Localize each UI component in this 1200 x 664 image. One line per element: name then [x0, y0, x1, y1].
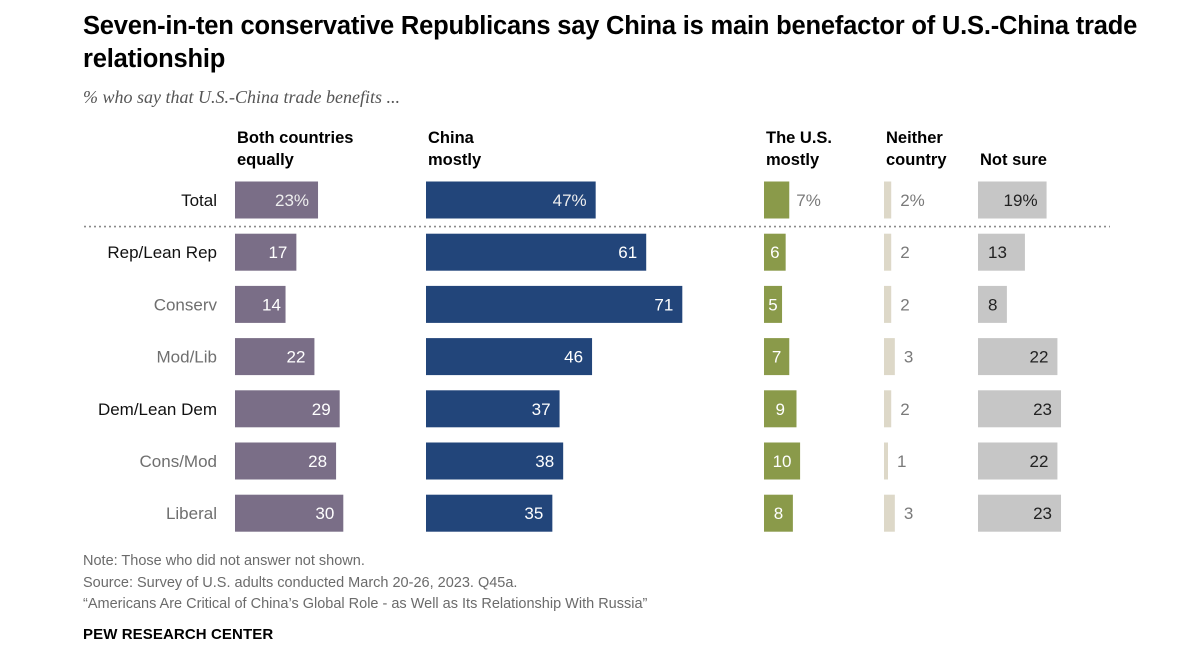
bar-china-mostly-cons-mod: [426, 442, 564, 480]
row-label-mod-lib: Mod/Lib: [157, 348, 217, 367]
data-label-neither-country-rep-lean-rep: 2: [900, 243, 909, 262]
row-label-cons-mod: Cons/Mod: [140, 452, 217, 471]
data-label-the-u-s-mostly-mod-lib: 7: [772, 348, 781, 367]
data-label-china-mostly-liberal: 35: [524, 504, 543, 523]
row-label-dem-lean-dem: Dem/Lean Dem: [98, 400, 217, 419]
bar-both-countries-equally-mod-lib: [235, 338, 315, 376]
data-label-neither-country-dem-lean-dem: 2: [900, 400, 909, 419]
row-label-conserv: Conserv: [154, 295, 218, 314]
data-label-neither-country-mod-lib: 3: [904, 348, 913, 367]
chart-subtitle: % who say that U.S.-China trade benefits…: [83, 87, 400, 107]
bar-both-countries-equally-cons-mod: [235, 442, 337, 480]
column-header-both-countries-equally-line-2: equally: [237, 151, 295, 169]
bar-both-countries-equally-conserv: [235, 285, 286, 323]
data-label-china-mostly-rep-lean-rep: 61: [618, 243, 637, 262]
organization-name: PEW RESEARCH CENTER: [83, 626, 274, 643]
data-label-the-u-s-mostly-cons-mod: 10: [773, 452, 792, 471]
column-header-neither-country-line-2: country: [886, 151, 947, 169]
data-label-not-sure-dem-lean-dem: 23: [1033, 400, 1052, 419]
data-label-both-countries-equally-conserv: 14: [262, 295, 281, 314]
data-label-both-countries-equally-dem-lean-dem: 29: [312, 400, 331, 419]
bar-the-u-s-mostly-cons-mod: [764, 442, 801, 480]
bar-not-sure-total: [978, 181, 1047, 219]
data-label-not-sure-total: 19%: [1004, 191, 1038, 210]
bar-not-sure-conserv: [978, 285, 1007, 323]
data-label-china-mostly-conserv: 71: [654, 295, 673, 314]
bar-both-countries-equally-total: [235, 181, 319, 219]
column-header-neither-country-line-1: Neither: [886, 129, 943, 147]
data-label-not-sure-rep-lean-rep: 13: [988, 243, 1007, 262]
data-label-not-sure-mod-lib: 22: [1029, 348, 1048, 367]
data-label-the-u-s-mostly-dem-lean-dem: 9: [776, 400, 785, 419]
chart-notes: Note: Those who did not answer not shown…: [83, 551, 647, 616]
bar-not-sure-dem-lean-dem: [978, 390, 1062, 428]
data-label-not-sure-liberal: 23: [1033, 504, 1052, 523]
row-label-total: Total: [181, 191, 217, 210]
bar-not-sure-liberal: [978, 494, 1062, 532]
data-label-neither-country-liberal: 3: [904, 504, 913, 523]
bar-neither-country-total: [884, 181, 892, 219]
column-header-not-sure-line-1: Not sure: [980, 151, 1047, 169]
data-label-both-countries-equally-liberal: 30: [315, 504, 334, 523]
report-title: “Americans Are Critical of China’s Globa…: [83, 596, 648, 612]
data-label-both-countries-equally-mod-lib: 22: [286, 348, 305, 367]
bar-neither-country-mod-lib: [884, 338, 895, 376]
bar-china-mostly-total: [426, 181, 596, 219]
bar-the-u-s-mostly-conserv: [764, 285, 783, 323]
bar-china-mostly-mod-lib: [426, 338, 593, 376]
bar-not-sure-mod-lib: [978, 338, 1058, 376]
note-text: Note: Those who did not answer not shown…: [83, 553, 365, 569]
data-label-the-u-s-mostly-total: 7%: [796, 191, 821, 210]
bar-china-mostly-rep-lean-rep: [426, 233, 647, 271]
bar-the-u-s-mostly-mod-lib: [764, 338, 790, 376]
bar-china-mostly-conserv: [426, 285, 683, 323]
column-header-both-countries-equally-line-1: Both countries: [237, 129, 353, 147]
bar-the-u-s-mostly-rep-lean-rep: [764, 233, 786, 271]
data-label-both-countries-equally-total: 23%: [275, 191, 309, 210]
bar-china-mostly-dem-lean-dem: [426, 390, 560, 428]
bar-the-u-s-mostly-total: [764, 181, 790, 219]
bar-the-u-s-mostly-liberal: [764, 494, 793, 532]
column-header-china-mostly-line-1: China: [428, 129, 475, 147]
source-text: Source: Survey of U.S. adults conducted …: [83, 574, 518, 591]
bar-both-countries-equally-dem-lean-dem: [235, 390, 340, 428]
bar-neither-country-liberal: [884, 494, 895, 532]
data-label-not-sure-cons-mod: 22: [1029, 452, 1048, 471]
row-label-rep-lean-rep: Rep/Lean Rep: [107, 243, 217, 262]
bar-not-sure-cons-mod: [978, 442, 1058, 480]
column-header-the-u-s-mostly-line-2: mostly: [766, 151, 820, 169]
row-label-liberal: Liberal: [166, 504, 217, 523]
data-label-the-u-s-mostly-conserv: 5: [768, 295, 777, 314]
column-header-the-u-s-mostly-line-1: The U.S.: [766, 129, 832, 147]
data-label-neither-country-total: 2%: [900, 191, 925, 210]
data-label-not-sure-conserv: 8: [988, 295, 997, 314]
column-header-china-mostly-line-2: mostly: [428, 151, 482, 169]
data-label-neither-country-cons-mod: 1: [897, 452, 906, 471]
data-label-the-u-s-mostly-rep-lean-rep: 6: [770, 243, 779, 262]
bar-neither-country-rep-lean-rep: [884, 233, 892, 271]
bar-the-u-s-mostly-dem-lean-dem: [764, 390, 797, 428]
bar-not-sure-rep-lean-rep: [978, 233, 1025, 271]
data-label-both-countries-equally-cons-mod: 28: [308, 452, 327, 471]
data-label-china-mostly-dem-lean-dem: 37: [532, 400, 551, 419]
bar-both-countries-equally-rep-lean-rep: [235, 233, 297, 271]
data-label-china-mostly-mod-lib: 46: [564, 348, 583, 367]
bar-both-countries-equally-liberal: [235, 494, 344, 532]
data-label-china-mostly-total: 47%: [553, 191, 587, 210]
data-label-china-mostly-cons-mod: 38: [535, 452, 554, 471]
bar-neither-country-conserv: [884, 285, 892, 323]
bar-neither-country-dem-lean-dem: [884, 390, 892, 428]
bar-neither-country-cons-mod: [884, 442, 888, 480]
chart-title: Seven-in-ten conservative Republicans sa…: [83, 12, 1138, 73]
data-label-the-u-s-mostly-liberal: 8: [774, 504, 783, 523]
data-label-both-countries-equally-rep-lean-rep: 17: [268, 243, 287, 262]
bar-china-mostly-liberal: [426, 494, 553, 532]
data-label-neither-country-conserv: 2: [900, 295, 909, 314]
